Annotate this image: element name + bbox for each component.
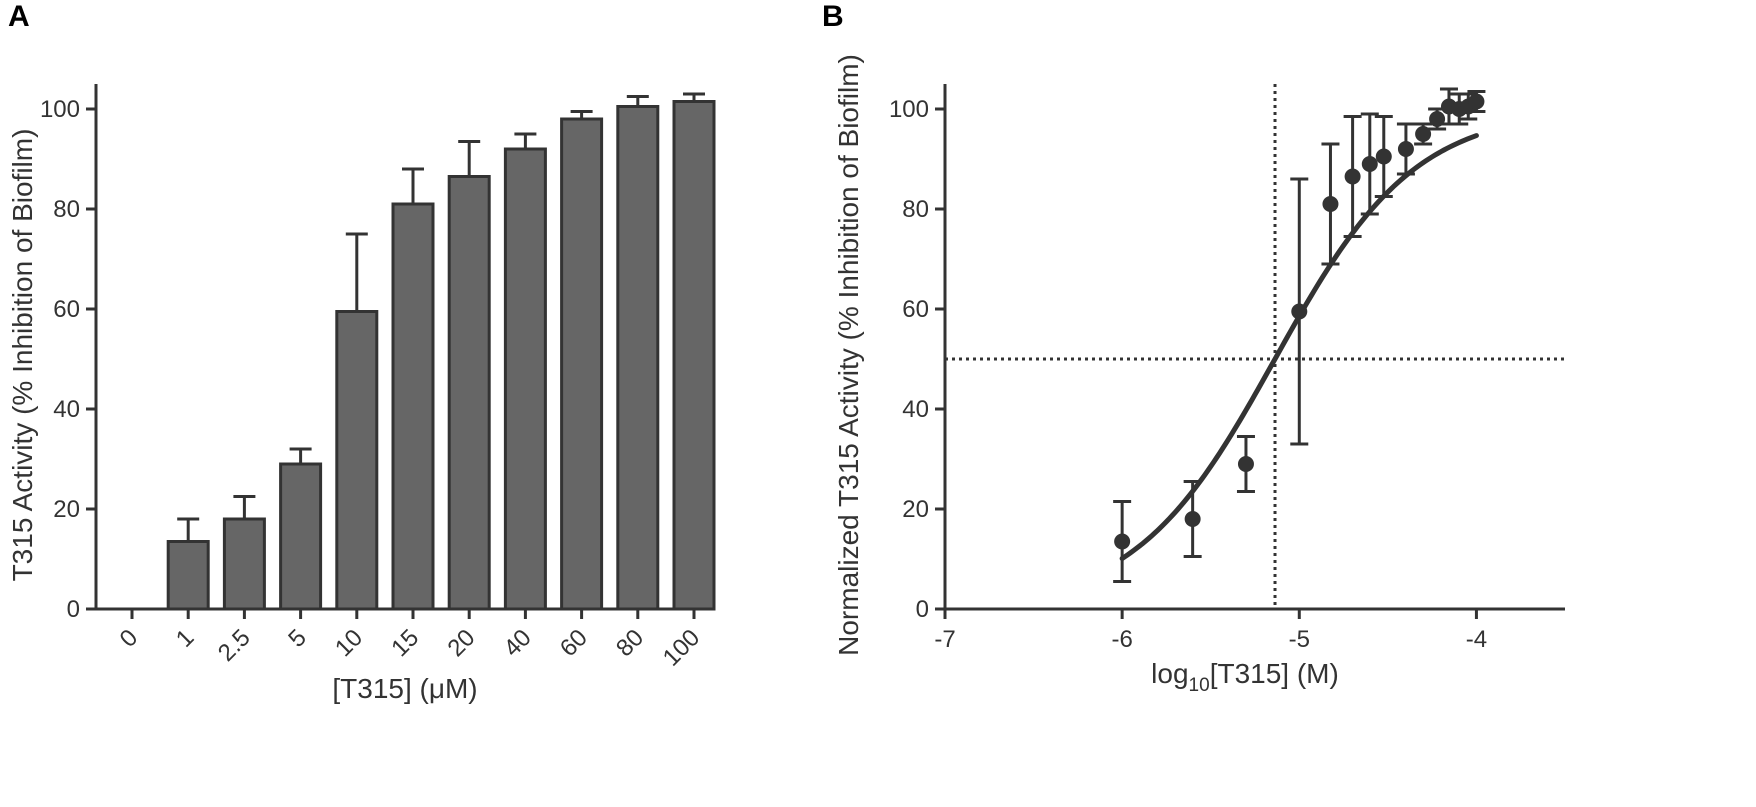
y-tick-label-60: 60 — [53, 296, 80, 323]
data-point-2 — [1237, 456, 1254, 472]
x-tick-label-1: 1 — [171, 624, 200, 653]
x-tick-label-20: 20 — [442, 624, 480, 662]
y-tick-label-40: 40 — [53, 396, 80, 423]
data-point-6 — [1361, 156, 1378, 172]
bar-80 — [616, 105, 660, 611]
bar-60 — [560, 117, 604, 611]
panel-a-error-bars — [177, 92, 705, 542]
x-title-subscript: 10 — [1189, 675, 1210, 696]
y-tick-label-60: 60 — [902, 296, 929, 323]
x-title-tail: [T315] (M) — [1210, 658, 1339, 689]
x-tick-label-2: -5 — [1289, 626, 1310, 653]
panel-a-y-axis-title: T315 Activity (% Inhibition of Biofilm) — [7, 129, 38, 582]
y-tick-label-20: 20 — [53, 496, 80, 523]
data-point-4 — [1322, 196, 1339, 212]
panel-b-x-axis-title: log10[T315] (M) — [1151, 658, 1339, 696]
y-tick-label-0: 0 — [916, 596, 929, 623]
y-tick-label-20: 20 — [902, 496, 929, 523]
data-point-5 — [1344, 168, 1361, 185]
x-tick-label-40: 40 — [499, 624, 537, 662]
x-tick-label-0: 0 — [115, 624, 144, 653]
panel-b-x-ticks: -7 -6 -5 -4 — [934, 609, 1487, 653]
bar-2.5 — [222, 517, 266, 611]
panel-b-y-ticks: 0 20 40 60 80 100 — [889, 96, 945, 623]
y-tick-label-80: 80 — [902, 196, 929, 223]
x-tick-label-60: 60 — [555, 624, 593, 662]
x-title-log: log — [1151, 658, 1188, 689]
panel-a-bars — [166, 100, 716, 611]
x-tick-label-5: 5 — [283, 624, 312, 653]
panel-a-letter: A — [8, 0, 30, 33]
bar-10 — [335, 310, 379, 611]
bar-1 — [166, 540, 210, 611]
bar-5 — [279, 462, 323, 611]
panel-b-error-bars — [1113, 87, 1486, 583]
x-tick-label-1: -6 — [1111, 626, 1132, 653]
panel-b-data-points — [1114, 93, 1485, 550]
x-tick-label-0: -7 — [934, 626, 955, 653]
y-tick-label-40: 40 — [902, 396, 929, 423]
data-point-0 — [1114, 533, 1131, 550]
y-tick-label-100: 100 — [889, 96, 929, 123]
data-point-1 — [1184, 511, 1201, 527]
x-tick-label-80: 80 — [611, 624, 649, 662]
bar-100 — [672, 100, 716, 611]
data-point-3 — [1291, 303, 1308, 320]
panel-a-x-axis-title: [T315] (μM) — [332, 673, 477, 704]
panel-b-letter: B — [822, 0, 844, 33]
panel-b-y-axis-title: Normalized T315 Activity (% Inhibition o… — [833, 54, 864, 656]
x-tick-label-15: 15 — [386, 624, 424, 662]
y-tick-label-100: 100 — [40, 96, 80, 123]
y-tick-label-80: 80 — [53, 196, 80, 223]
x-tick-label-3: -4 — [1466, 626, 1487, 653]
x-tick-label-10: 10 — [330, 624, 368, 662]
data-point-14 — [1468, 93, 1485, 110]
bar-40 — [503, 147, 547, 611]
data-point-8 — [1397, 141, 1414, 157]
y-tick-label-0: 0 — [67, 596, 80, 623]
data-point-7 — [1375, 148, 1392, 165]
panel-a-y-ticks: 0 20 40 60 80 100 — [40, 96, 96, 623]
x-tick-label-2.5: 2.5 — [213, 624, 256, 667]
panel-a-x-ticks: 0 1 2.5 5 10 15 20 40 60 80 100 — [115, 609, 705, 672]
data-point-9 — [1415, 126, 1432, 142]
data-point-10 — [1429, 111, 1446, 127]
bar-15 — [391, 202, 435, 611]
bar-20 — [447, 175, 491, 611]
x-tick-label-100: 100 — [658, 624, 705, 671]
